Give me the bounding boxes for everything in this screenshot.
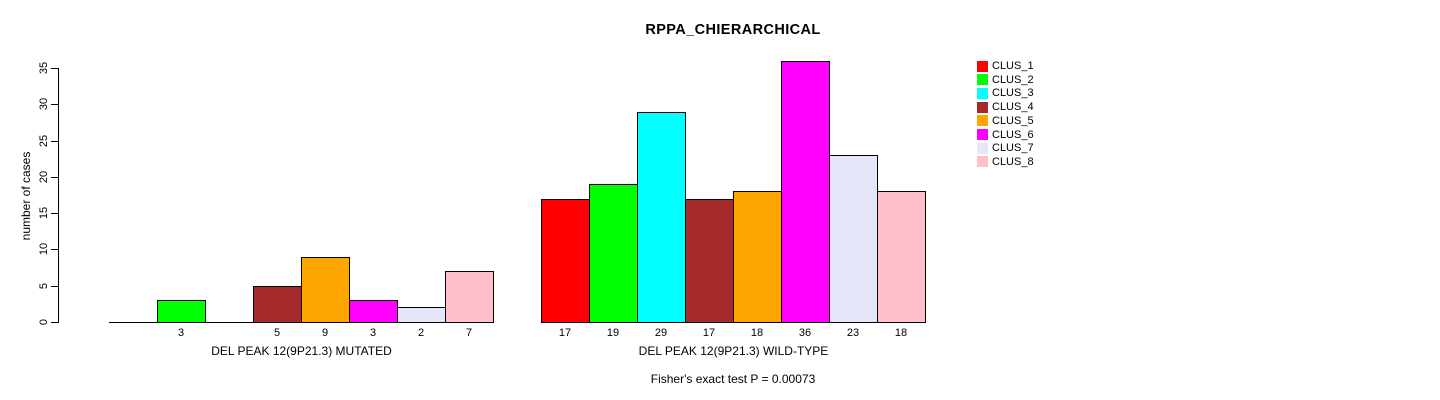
- legend-label: CLUS_5: [992, 114, 1034, 127]
- bar-clus_6: [349, 300, 398, 323]
- bar-value-label: 36: [798, 327, 812, 339]
- bar-value-label: 3: [177, 327, 185, 339]
- bar-value-label: 2: [417, 327, 425, 339]
- legend-swatch-icon: [977, 115, 988, 127]
- legend-item: CLUS_4: [977, 101, 1034, 113]
- bar-clus_6: [781, 61, 830, 323]
- legend-swatch-icon: [977, 74, 988, 86]
- bar-value-label: 29: [654, 327, 668, 339]
- group-axis-label: DEL PEAK 12(9P21.3) WILD-TYPE: [638, 344, 829, 358]
- y-tick-label: 25: [38, 134, 50, 147]
- y-tick-mark: [51, 213, 58, 215]
- bar-value-label: 9: [321, 327, 329, 339]
- legend-label: CLUS_3: [992, 87, 1034, 100]
- bar-value-label: 18: [750, 327, 764, 339]
- legend-swatch-icon: [977, 101, 988, 113]
- legend-label: CLUS_1: [992, 60, 1034, 72]
- y-tick-label: 20: [38, 170, 50, 183]
- bar-value-label: 23: [846, 327, 860, 339]
- legend-item: CLUS_2: [977, 74, 1034, 86]
- y-tick-mark: [51, 68, 58, 69]
- legend-item: CLUS_6: [977, 129, 1034, 141]
- legend-item: CLUS_1: [977, 60, 1034, 72]
- y-axis-line: [58, 68, 59, 323]
- legend-item: CLUS_7: [977, 142, 1034, 154]
- legend-label: CLUS_6: [992, 128, 1034, 141]
- bar-value-label: 17: [558, 327, 572, 339]
- y-tick-mark: [51, 176, 58, 178]
- chart-title: RPPA_CHIERARCHICAL: [645, 22, 821, 38]
- y-tick-mark: [51, 104, 58, 106]
- bar-value-label: 19: [606, 327, 620, 339]
- y-tick-mark: [51, 249, 58, 251]
- y-tick-label: 10: [38, 243, 50, 256]
- y-tick-mark: [51, 322, 58, 323]
- legend-swatch-icon: [977, 87, 988, 99]
- legend-swatch-icon: [977, 60, 988, 72]
- bar-clus_5: [733, 191, 782, 323]
- legend-label: CLUS_2: [992, 73, 1034, 86]
- bar-clus_8: [877, 191, 926, 323]
- group-axis-label: DEL PEAK 12(9P21.3) MUTATED: [211, 344, 392, 358]
- legend-label: CLUS_8: [992, 155, 1034, 168]
- bar-clus_7: [397, 307, 446, 323]
- y-tick-label: 30: [38, 98, 50, 111]
- bar-clus_8: [445, 271, 494, 323]
- bar-clus_2: [589, 184, 638, 323]
- y-tick-mark: [51, 285, 58, 287]
- bar-value-label: 17: [702, 327, 716, 339]
- fisher-annotation: Fisher's exact test P = 0.00073: [650, 372, 816, 386]
- bar-value-label: 3: [369, 327, 377, 339]
- bar-value-label: 5: [273, 327, 281, 339]
- legend-swatch-icon: [977, 129, 988, 140]
- bar-clus_1: [541, 199, 590, 323]
- y-tick-label: 35: [38, 61, 50, 75]
- bar-clus_4: [253, 286, 302, 323]
- bar-clus_3: [637, 112, 686, 323]
- legend-item: CLUS_5: [977, 115, 1034, 127]
- legend-swatch-icon: [977, 156, 988, 168]
- bar-clus_5: [301, 257, 350, 323]
- legend-label: CLUS_7: [992, 142, 1034, 155]
- y-tick-label: 5: [38, 282, 50, 289]
- bar-clus_2: [157, 300, 206, 323]
- y-tick-label: 15: [38, 207, 50, 220]
- y-tick-mark: [51, 140, 58, 142]
- legend-item: CLUS_8: [977, 156, 1034, 168]
- y-axis-label: number of cases: [19, 151, 33, 241]
- y-tick-label: 0: [38, 318, 50, 326]
- bar-clus_7: [829, 155, 878, 323]
- bar-clus_4: [685, 199, 734, 323]
- legend-item: CLUS_3: [977, 87, 1034, 99]
- bar-value-label: 7: [465, 327, 473, 339]
- legend-swatch-icon: [977, 142, 988, 154]
- legend-label: CLUS_4: [992, 101, 1034, 114]
- bar-value-label: 18: [894, 327, 908, 339]
